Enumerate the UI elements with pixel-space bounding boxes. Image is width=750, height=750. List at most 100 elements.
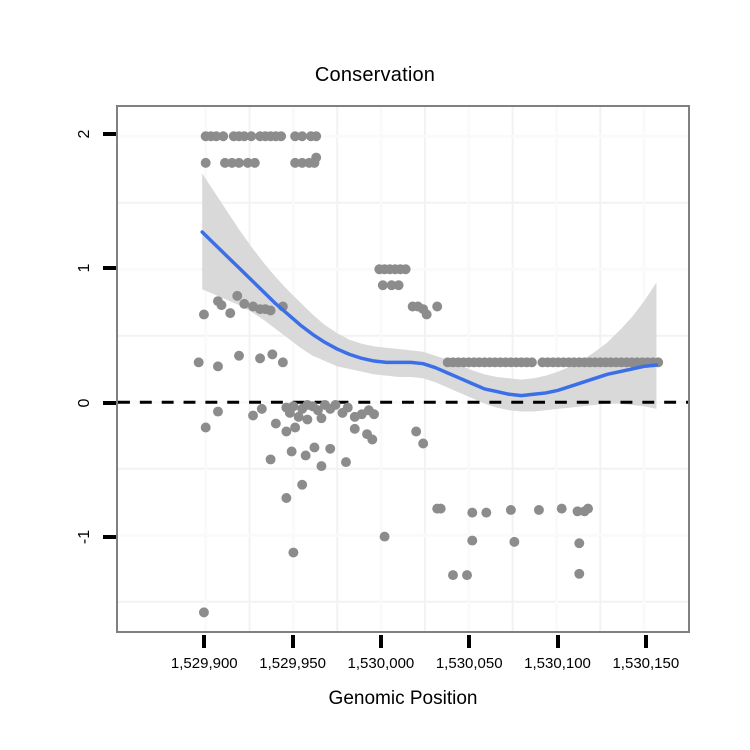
data-point — [246, 131, 257, 142]
data-point — [462, 570, 472, 581]
x-tick-mark — [290, 635, 295, 648]
data-point — [533, 505, 544, 515]
data-point — [386, 280, 397, 291]
data-point — [225, 308, 236, 319]
data-point — [211, 131, 222, 142]
data-point — [467, 535, 478, 546]
data-point — [200, 157, 211, 168]
data-point — [311, 131, 322, 142]
data-point — [193, 357, 204, 368]
x-tick-label: 1,530,000 — [347, 655, 415, 672]
data-point — [213, 361, 223, 372]
data-point — [288, 401, 299, 412]
data-point — [316, 461, 327, 472]
data-point — [411, 426, 422, 437]
data-point — [432, 301, 443, 312]
data-point — [312, 405, 323, 416]
data-point — [572, 506, 583, 517]
data-point — [574, 568, 585, 579]
y-tick-mark — [103, 534, 116, 539]
data-point — [234, 157, 244, 168]
data-point — [300, 450, 311, 461]
data-point — [349, 423, 360, 434]
data-point — [418, 438, 429, 449]
y-tick-mark — [103, 266, 116, 271]
data-point — [421, 309, 432, 320]
x-axis-title: Genomic Position — [328, 688, 478, 709]
y-tick-label: 0 — [76, 398, 93, 407]
confidence-band — [202, 173, 657, 412]
data-point — [325, 443, 336, 454]
x-tick-label: 1,530,150 — [612, 655, 680, 672]
x-tick-label: 1,529,900 — [170, 655, 238, 672]
data-point — [467, 507, 478, 518]
data-point — [526, 357, 537, 368]
smooth-line — [200, 230, 659, 398]
data-point — [234, 350, 244, 361]
x-tick-mark — [467, 635, 472, 648]
data-point — [239, 298, 250, 309]
data-point — [239, 131, 250, 142]
data-point — [281, 426, 292, 437]
data-point — [393, 280, 404, 291]
x-tick-mark — [202, 635, 207, 648]
data-point — [400, 264, 411, 275]
x-tick-mark — [555, 635, 560, 648]
y-tick-label: 1 — [76, 264, 93, 273]
data-point — [286, 446, 297, 457]
data-point — [216, 300, 227, 311]
data-point — [293, 411, 304, 422]
data-point — [267, 349, 278, 360]
data-point — [220, 157, 230, 168]
y-tick-label: 2 — [76, 130, 93, 139]
data-point — [302, 414, 313, 425]
loess-smooth-line — [200, 230, 659, 398]
data-point — [290, 131, 301, 142]
x-tick-mark — [643, 635, 648, 648]
data-point — [288, 547, 299, 558]
y-tick-mark — [103, 400, 116, 405]
data-point — [309, 442, 320, 453]
data-point — [227, 157, 237, 168]
data-point — [341, 457, 351, 468]
data-point — [249, 157, 260, 168]
data-point — [265, 305, 276, 316]
x-tick-mark — [378, 635, 383, 648]
data-point — [342, 402, 353, 413]
data-point — [316, 413, 327, 424]
page-title: Conservation — [314, 64, 436, 86]
x-tick-label: 1,530,100 — [524, 655, 591, 672]
data-point — [330, 399, 341, 410]
y-tick-label: -1 — [76, 529, 93, 544]
data-point — [276, 131, 287, 142]
data-point — [509, 536, 520, 547]
plot-panel — [116, 105, 690, 633]
data-point — [200, 422, 211, 433]
data-point — [297, 157, 308, 168]
confidence-ribbon — [202, 173, 657, 412]
data-point — [255, 353, 266, 364]
data-point — [218, 131, 229, 142]
data-point — [377, 280, 388, 291]
data-point — [248, 410, 259, 421]
data-point — [505, 505, 516, 515]
data-point — [574, 538, 585, 549]
data-point — [198, 309, 209, 320]
data-point — [311, 152, 322, 163]
x-tick-label: 1,529,950 — [259, 655, 326, 672]
y-tick-mark — [103, 132, 116, 137]
data-point — [481, 507, 492, 518]
data-point — [583, 503, 593, 514]
data-point — [213, 406, 223, 417]
data-point — [290, 157, 301, 168]
x-tick-label: 1,530,050 — [435, 655, 503, 672]
data-point — [556, 503, 567, 514]
data-point — [369, 409, 380, 420]
data-point — [277, 357, 288, 368]
data-point — [232, 290, 243, 301]
data-point — [256, 403, 267, 414]
data-point — [198, 607, 209, 618]
data-point — [297, 131, 308, 142]
data-points — [193, 131, 664, 618]
